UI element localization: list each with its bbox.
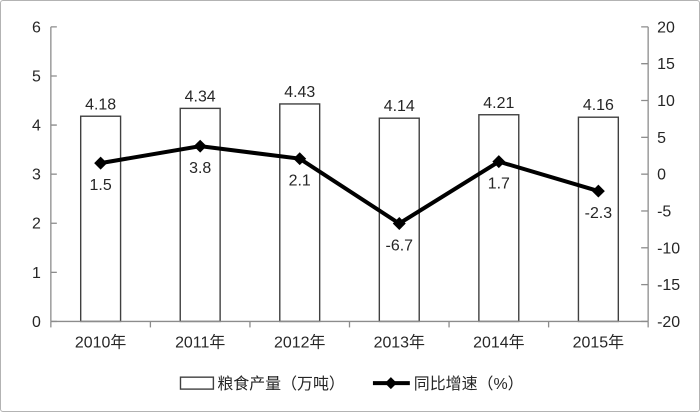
left-axis-tick-label: 0 [32, 314, 41, 331]
bar [79, 115, 122, 323]
left-axis-tick-label: 5 [32, 68, 41, 85]
right-axis-tick-label: -15 [657, 277, 680, 294]
bar [478, 114, 520, 323]
line-point-marker [293, 152, 307, 166]
line-point-marker [94, 156, 108, 170]
x-axis-category-label: 2011年 [175, 333, 225, 351]
bar-value-label: 4.18 [85, 96, 116, 113]
right-axis-tick-label: 15 [657, 56, 675, 73]
line-value-label: 2.1 [289, 173, 311, 190]
left-axis-tick-label: 2 [32, 216, 41, 233]
line-point-marker [492, 155, 506, 169]
bar [279, 103, 321, 323]
bar-value-label: 4.43 [284, 84, 315, 101]
line-value-label: -2.3 [585, 205, 613, 222]
right-axis-tick-label: 20 [657, 19, 675, 36]
bar-value-label: 4.34 [185, 88, 216, 105]
bar-value-label: 4.16 [583, 97, 614, 114]
right-axis-tick-label: 10 [657, 93, 675, 110]
bar-value-label: 4.21 [483, 95, 514, 112]
left-axis-tick-label: 3 [32, 167, 41, 184]
legend-label-line: 同比增速（%） [414, 375, 524, 393]
left-axis-tick-label: 1 [32, 265, 41, 282]
right-axis-tick-label: 0 [657, 167, 666, 184]
legend-bar-swatch [179, 376, 215, 390]
line-point-marker [591, 184, 605, 198]
x-axis-category-label: 2015年 [573, 333, 624, 351]
x-axis-category-label: 2012年 [274, 333, 325, 351]
legend-label-bar: 粮食产量（万吨） [217, 375, 345, 393]
legend-line-marker [384, 377, 397, 390]
right-axis-tick-label: 5 [657, 130, 666, 147]
x-axis-category-label: 2014年 [473, 333, 524, 351]
line-value-label: 3.8 [189, 160, 211, 177]
line-value-label: 1.5 [90, 177, 112, 194]
x-axis-category-label: 2010年 [75, 333, 126, 351]
bar [577, 116, 620, 323]
left-axis-tick-label: 6 [32, 19, 41, 36]
line-value-label: 1.7 [488, 176, 510, 193]
right-axis-tick-label: -20 [657, 314, 680, 331]
line-value-label: -6.7 [386, 237, 414, 254]
left-axis-tick-label: 4 [32, 118, 41, 135]
bar-value-label: 4.14 [384, 98, 415, 115]
line-point-marker [392, 217, 406, 230]
right-axis-tick-label: -5 [657, 203, 671, 220]
line-series [100, 144, 599, 226]
x-axis-category-label: 2013年 [374, 333, 425, 351]
right-axis-tick-label: -10 [657, 240, 680, 257]
